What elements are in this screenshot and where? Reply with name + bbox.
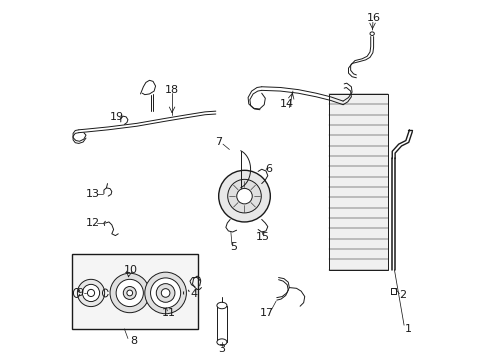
Text: 14: 14 [279, 99, 293, 109]
Bar [328, 94, 387, 270]
Text: 11: 11 [161, 309, 175, 318]
Circle shape [77, 279, 104, 307]
Text: 4: 4 [190, 289, 198, 299]
Ellipse shape [217, 339, 226, 345]
Circle shape [150, 278, 180, 308]
Circle shape [123, 287, 136, 300]
Text: 2: 2 [399, 291, 406, 301]
Text: 13: 13 [86, 189, 100, 199]
Text: 12: 12 [86, 218, 100, 228]
Circle shape [82, 284, 100, 302]
Circle shape [156, 284, 175, 302]
Circle shape [116, 279, 143, 307]
Text: 19: 19 [110, 112, 124, 122]
Text: 8: 8 [130, 336, 137, 346]
Bar [72, 253, 198, 329]
Ellipse shape [369, 32, 373, 36]
Text: 1: 1 [405, 324, 411, 334]
Circle shape [227, 179, 261, 213]
Circle shape [87, 289, 94, 297]
Ellipse shape [217, 302, 226, 309]
Text: 3: 3 [218, 343, 225, 354]
Text: 6: 6 [265, 163, 272, 174]
Circle shape [126, 290, 132, 296]
Circle shape [110, 273, 149, 313]
Text: 15: 15 [256, 232, 269, 242]
Text: 16: 16 [366, 13, 381, 23]
Circle shape [144, 272, 186, 314]
Text: 17: 17 [259, 308, 273, 318]
Circle shape [161, 289, 169, 297]
Circle shape [218, 170, 270, 222]
Text: 9: 9 [77, 288, 83, 298]
Text: 5: 5 [230, 242, 237, 252]
Text: 7: 7 [214, 137, 222, 147]
Circle shape [236, 188, 252, 204]
Text: 18: 18 [164, 85, 179, 95]
Bar [217, 306, 226, 342]
Text: 10: 10 [123, 265, 137, 275]
